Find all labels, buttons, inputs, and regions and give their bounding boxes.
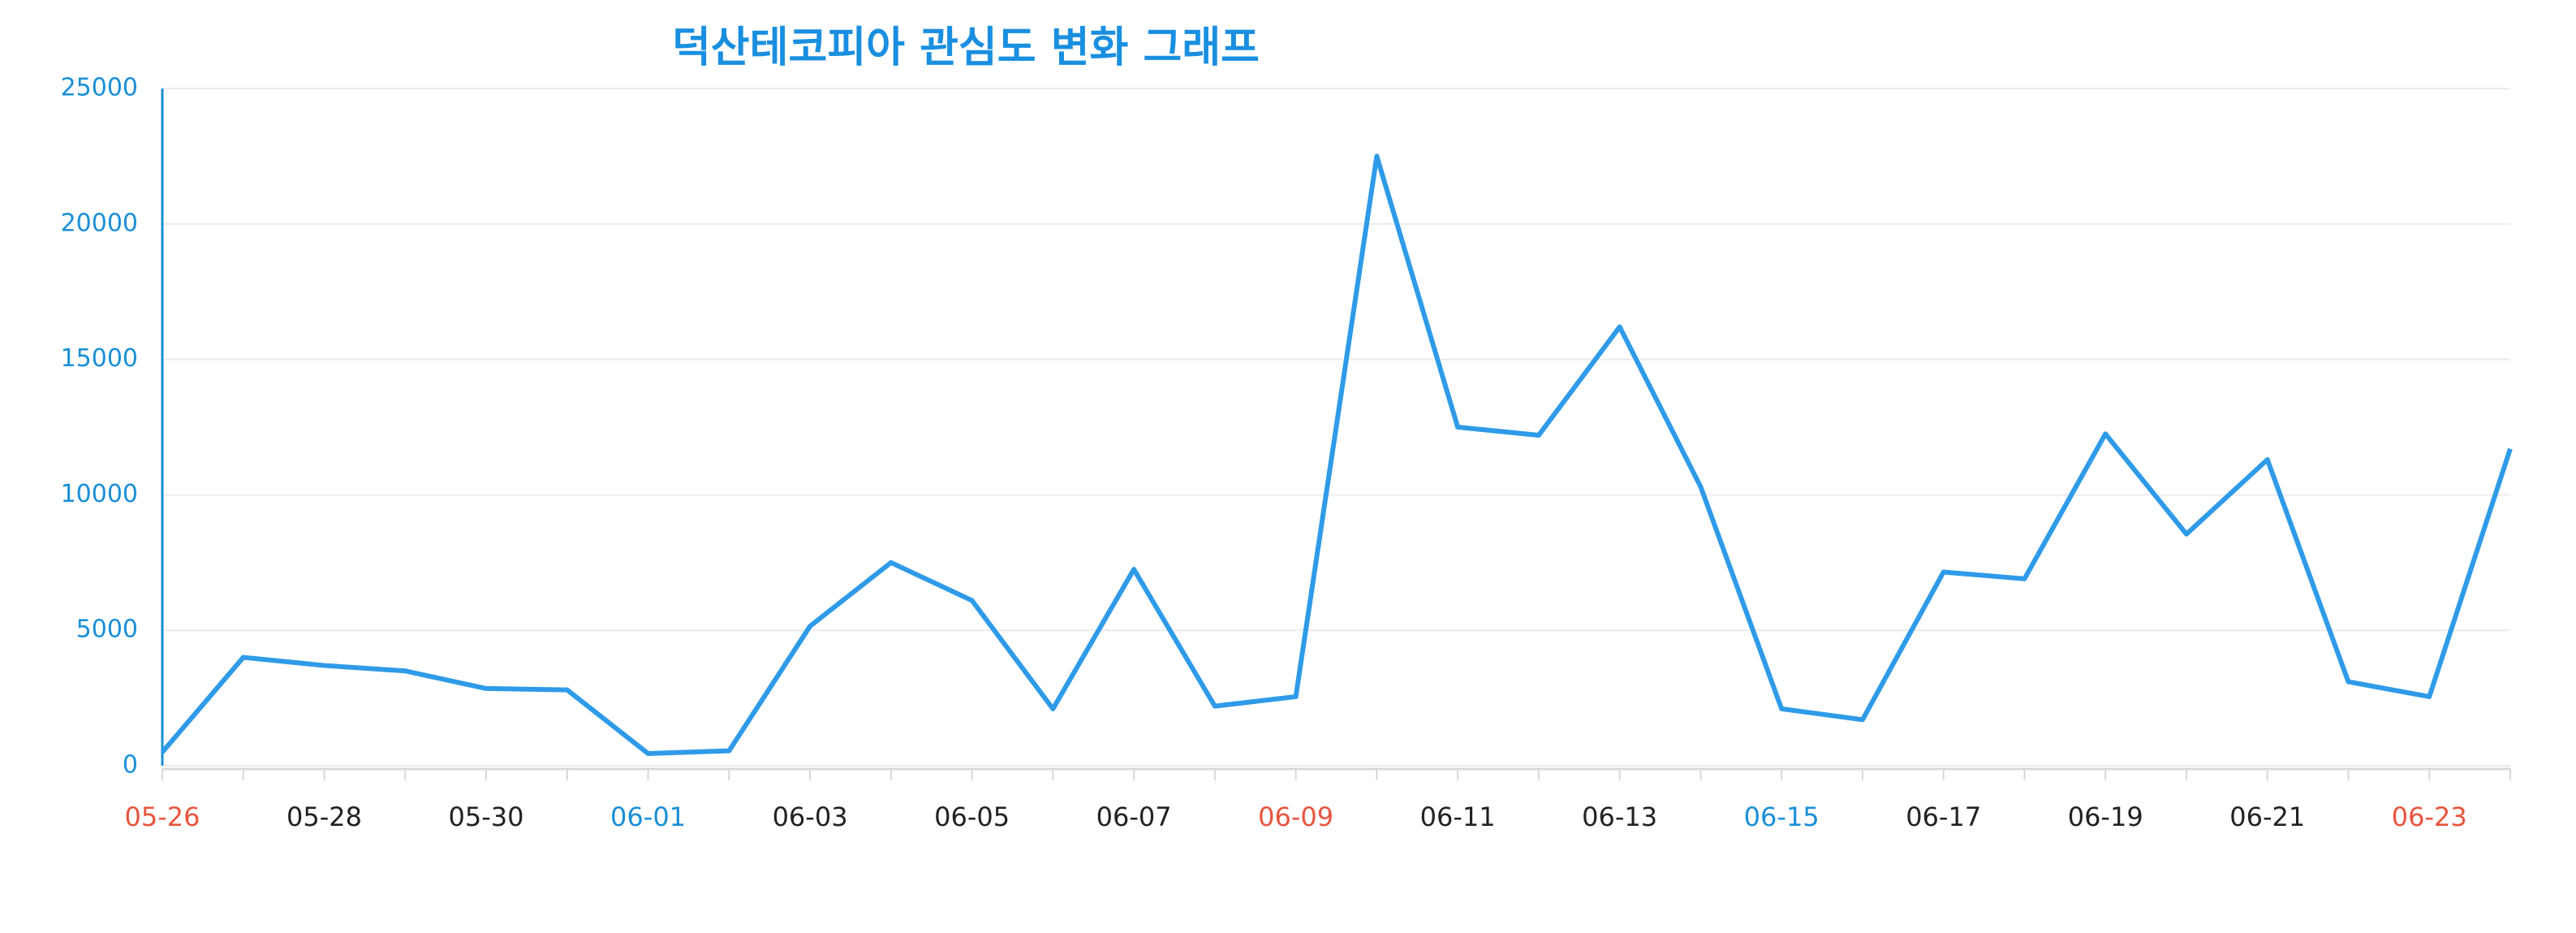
y-tick-label: 5000 xyxy=(76,616,138,644)
x-tick-label: 06-23 xyxy=(2392,801,2467,832)
x-tick-label: 06-09 xyxy=(1258,801,1333,832)
data-line xyxy=(160,153,2513,756)
x-tick-label: 06-05 xyxy=(934,801,1010,832)
x-tick-label: 06-13 xyxy=(1582,801,1657,832)
x-tick-label: 06-17 xyxy=(1906,801,1981,832)
x-tick-label: 06-07 xyxy=(1096,801,1172,832)
y-tick-label: 0 xyxy=(123,751,138,780)
y-tick-label: 10000 xyxy=(61,480,138,508)
x-tick-label: 05-26 xyxy=(125,801,200,832)
chart-title: 덕산테코피아 관심도 변화 그래프 xyxy=(672,24,1260,72)
x-tick-label: 05-28 xyxy=(286,801,362,832)
y-tick-label: 15000 xyxy=(61,344,138,373)
x-tick-label: 06-03 xyxy=(773,801,848,832)
x-tick-label: 06-15 xyxy=(1744,801,1820,832)
y-tick-label: 20000 xyxy=(61,209,138,237)
x-tick-label: 06-01 xyxy=(610,801,686,832)
y-tick-label: 25000 xyxy=(61,74,138,102)
x-tick-label: 06-11 xyxy=(1420,801,1496,832)
x-tick-label: 06-19 xyxy=(2068,801,2143,832)
x-tick-label: 06-21 xyxy=(2229,801,2305,832)
x-tick-label: 05-30 xyxy=(449,801,524,832)
